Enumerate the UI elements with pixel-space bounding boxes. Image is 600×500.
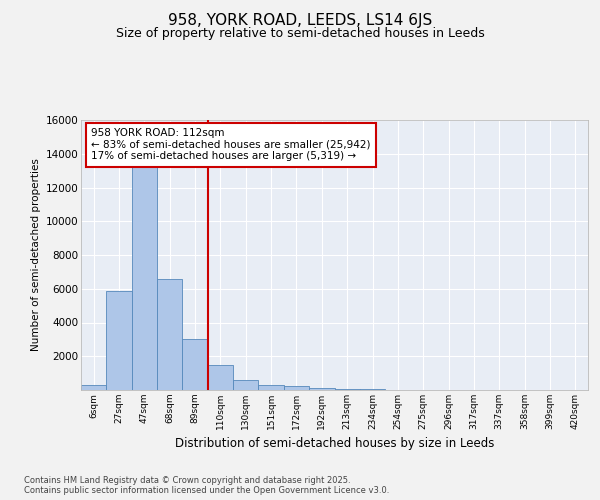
- Bar: [157, 278, 182, 390]
- Bar: [208, 364, 233, 390]
- Y-axis label: Number of semi-detached properties: Number of semi-detached properties: [31, 158, 41, 352]
- Text: 958 YORK ROAD: 112sqm
← 83% of semi-detached houses are smaller (25,942)
17% of : 958 YORK ROAD: 112sqm ← 83% of semi-deta…: [91, 128, 371, 162]
- Bar: [233, 380, 259, 390]
- Bar: [106, 292, 132, 390]
- Text: 958, YORK ROAD, LEEDS, LS14 6JS: 958, YORK ROAD, LEEDS, LS14 6JS: [168, 12, 432, 28]
- Text: Contains HM Land Registry data © Crown copyright and database right 2025.
Contai: Contains HM Land Registry data © Crown c…: [24, 476, 389, 495]
- Text: Size of property relative to semi-detached houses in Leeds: Size of property relative to semi-detach…: [116, 28, 484, 40]
- Bar: [335, 388, 360, 390]
- Bar: [259, 384, 284, 390]
- Bar: [81, 385, 106, 390]
- Bar: [309, 388, 335, 390]
- X-axis label: Distribution of semi-detached houses by size in Leeds: Distribution of semi-detached houses by …: [175, 438, 494, 450]
- Bar: [284, 386, 309, 390]
- Bar: [132, 167, 157, 390]
- Bar: [182, 338, 208, 390]
